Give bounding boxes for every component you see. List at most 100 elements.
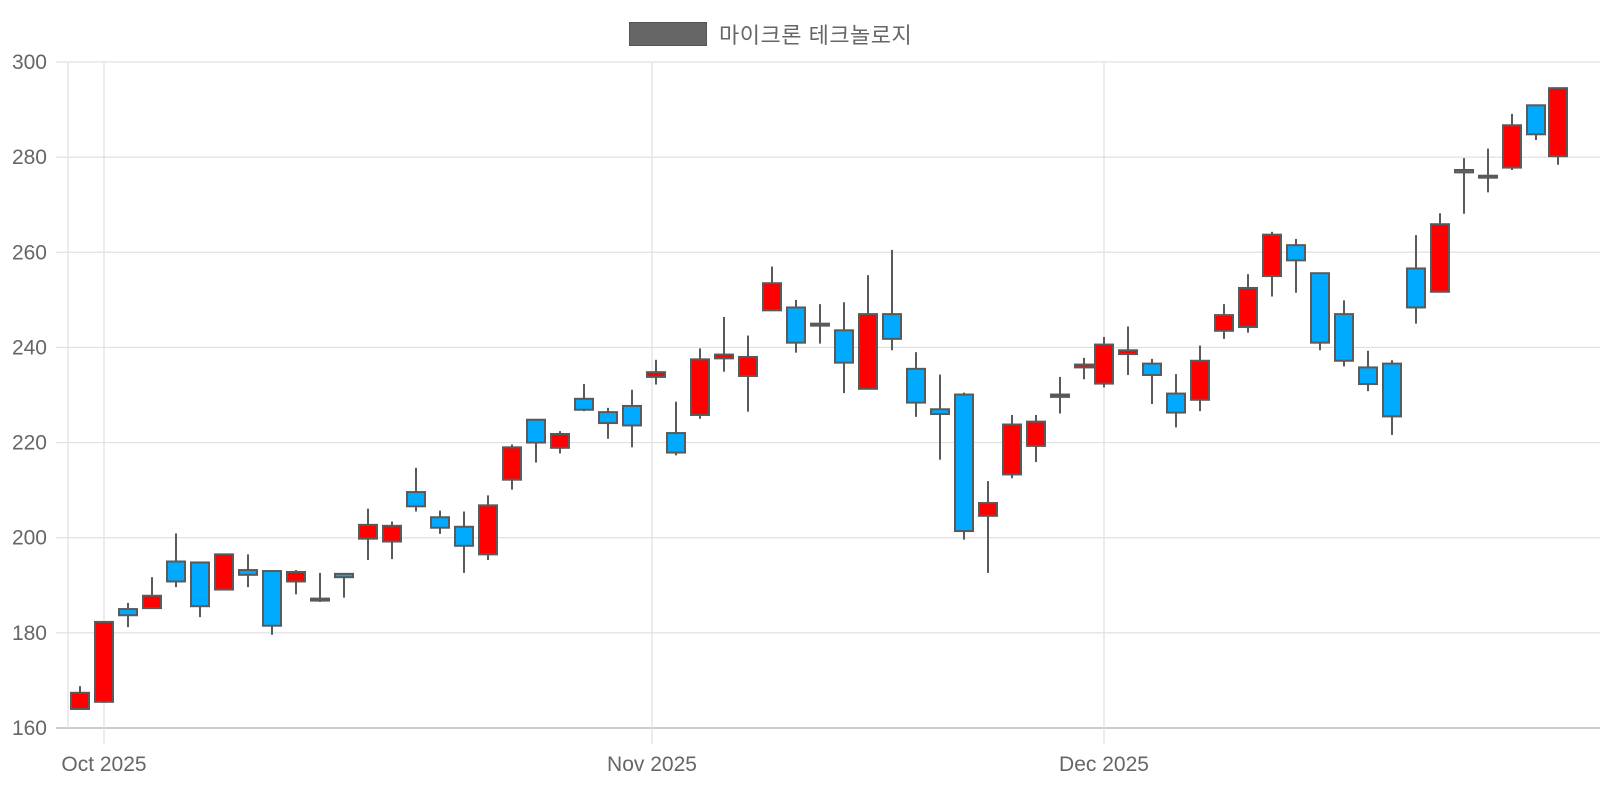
candle[interactable] — [954, 392, 974, 540]
candle-body — [1094, 343, 1114, 385]
candle[interactable] — [1454, 158, 1474, 214]
candle[interactable] — [478, 495, 498, 561]
candle[interactable] — [714, 316, 734, 372]
candle[interactable] — [1238, 274, 1258, 333]
candle[interactable] — [1430, 213, 1450, 293]
candle[interactable] — [1190, 345, 1210, 412]
candle[interactable] — [286, 570, 306, 595]
candle-body — [1166, 392, 1186, 414]
candle[interactable] — [978, 481, 998, 573]
candle-body — [70, 691, 90, 710]
candle-body — [1358, 366, 1378, 386]
candle-body — [954, 393, 974, 533]
candle[interactable] — [738, 335, 758, 412]
candle[interactable] — [502, 444, 522, 490]
candle-body — [478, 504, 498, 556]
candle[interactable] — [646, 359, 666, 385]
candle-body — [1548, 87, 1568, 158]
candle[interactable] — [1478, 148, 1498, 193]
candle[interactable] — [526, 418, 546, 463]
candle[interactable] — [1118, 326, 1138, 376]
candle[interactable] — [1142, 358, 1162, 405]
candle-body — [858, 313, 878, 390]
candle[interactable] — [238, 554, 258, 588]
candle-body — [166, 560, 186, 583]
candle[interactable] — [262, 570, 282, 635]
candle[interactable] — [406, 467, 426, 512]
candle[interactable] — [1502, 113, 1522, 170]
candle-body — [1454, 168, 1474, 174]
candle[interactable] — [1050, 376, 1070, 414]
candle[interactable] — [622, 389, 642, 448]
candle-body — [550, 433, 570, 449]
candle[interactable] — [906, 352, 926, 417]
candle[interactable] — [786, 299, 806, 353]
candle[interactable] — [454, 511, 474, 573]
candle[interactable] — [1310, 272, 1330, 351]
candle-body — [142, 594, 162, 610]
candle[interactable] — [1526, 104, 1546, 141]
candle[interactable] — [1166, 374, 1186, 428]
candle[interactable] — [118, 602, 138, 628]
candle[interactable] — [1002, 414, 1022, 479]
candle[interactable] — [1262, 231, 1282, 297]
candle[interactable] — [810, 304, 830, 344]
candle-body — [762, 282, 782, 312]
candle[interactable] — [382, 521, 402, 560]
candle[interactable] — [858, 275, 878, 390]
candle[interactable] — [190, 561, 210, 618]
x-tick-label: Dec 2025 — [1059, 753, 1149, 776]
x-tick-label: Nov 2025 — [607, 753, 697, 776]
legend-label: 마이크론 테크놀로지 — [719, 23, 913, 48]
candle[interactable] — [334, 572, 354, 598]
candle-body — [1478, 174, 1498, 179]
x-tick-label: Oct 2025 — [61, 753, 146, 776]
candle[interactable] — [430, 510, 450, 534]
candle[interactable] — [142, 577, 162, 610]
candle[interactable] — [882, 249, 902, 351]
candle-body — [430, 516, 450, 529]
candle[interactable] — [666, 401, 686, 456]
candle[interactable] — [166, 533, 186, 588]
candle[interactable] — [550, 431, 570, 454]
y-tick-label: 260 — [12, 241, 47, 264]
candle[interactable] — [1406, 235, 1426, 324]
candle-body — [1334, 313, 1354, 362]
candle[interactable] — [358, 508, 378, 561]
candle[interactable] — [70, 686, 90, 710]
candle-body — [786, 306, 806, 344]
candle-body — [1074, 363, 1094, 369]
candle-body — [1262, 233, 1282, 278]
candle[interactable] — [310, 572, 330, 602]
candle[interactable] — [1382, 360, 1402, 435]
candle[interactable] — [1358, 350, 1378, 392]
candle[interactable] — [574, 384, 594, 412]
candle-body — [1286, 244, 1306, 262]
candle[interactable] — [762, 266, 782, 312]
candle[interactable] — [1548, 87, 1568, 165]
y-tick-label: 200 — [12, 527, 47, 550]
candle[interactable] — [1074, 357, 1094, 380]
candle-body — [406, 491, 426, 508]
y-tick-label: 160 — [12, 717, 47, 740]
candle-body — [1526, 104, 1546, 136]
candle[interactable] — [1026, 414, 1046, 463]
candle-body — [1382, 362, 1402, 418]
candle[interactable] — [930, 374, 950, 460]
candle[interactable] — [1094, 336, 1114, 388]
candle[interactable] — [214, 553, 234, 591]
candle-body — [502, 446, 522, 481]
candle-body — [810, 322, 830, 327]
legend[interactable]: 마이크론 테크놀로지 — [629, 18, 912, 50]
candle-body — [382, 524, 402, 543]
candle[interactable] — [690, 348, 710, 419]
candle-body — [1142, 362, 1162, 377]
candle[interactable] — [1214, 304, 1234, 339]
candle[interactable] — [1286, 238, 1306, 293]
candle[interactable] — [94, 620, 114, 703]
candle[interactable] — [598, 407, 618, 439]
candle[interactable] — [834, 302, 854, 394]
candle-body — [1214, 314, 1234, 332]
candle[interactable] — [1334, 300, 1354, 367]
candle-body — [1190, 359, 1210, 401]
